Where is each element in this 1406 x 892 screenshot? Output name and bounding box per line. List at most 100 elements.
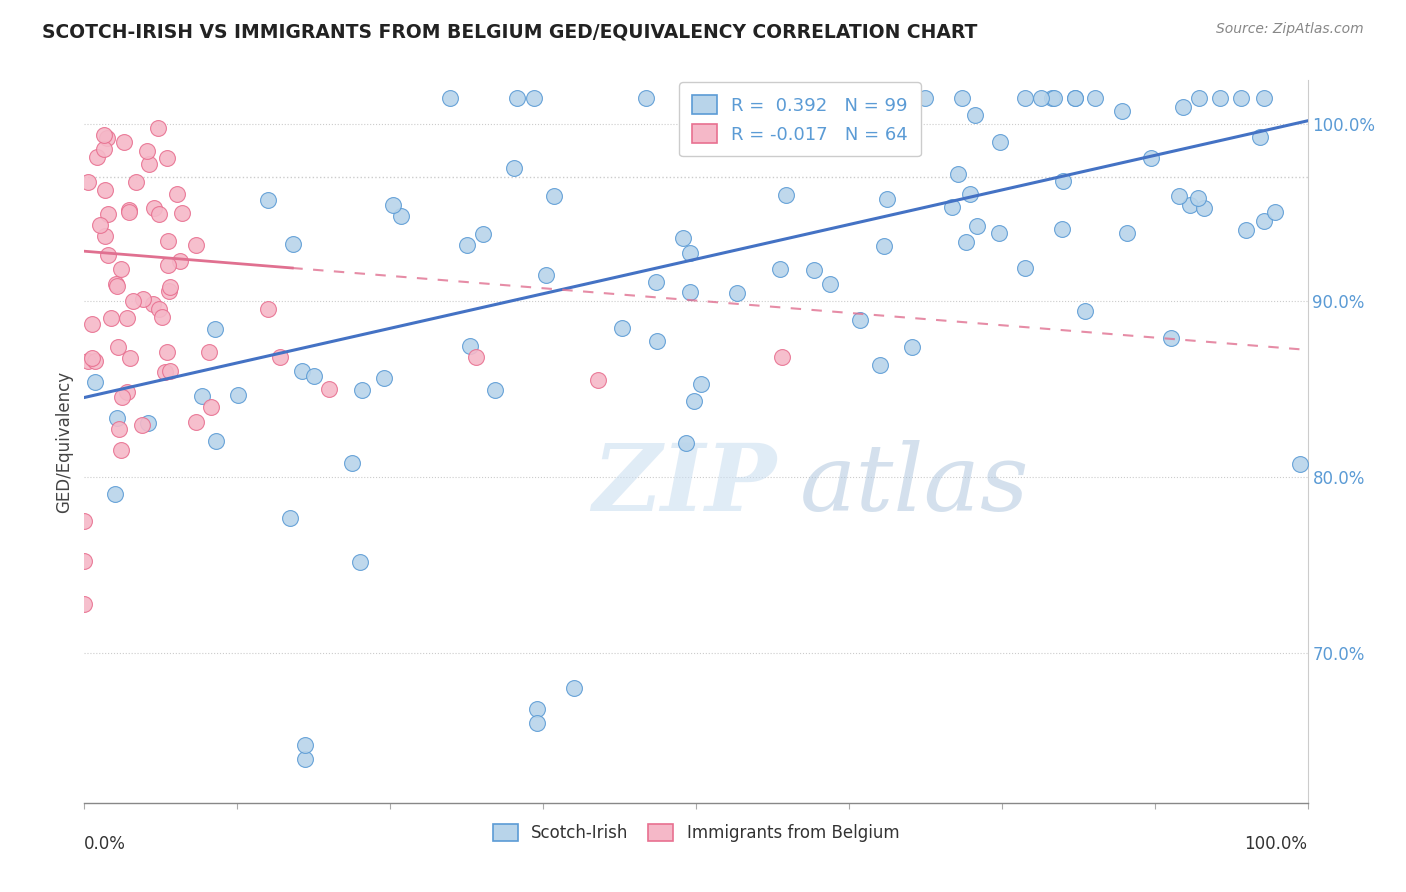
Point bbox=[340, 456, 363, 470]
Point bbox=[859, 91, 882, 105]
Point bbox=[278, 511, 301, 525]
Point bbox=[257, 302, 280, 317]
Legend: Scotch-Irish, Immigrants from Belgium: Scotch-Irish, Immigrants from Belgium bbox=[486, 817, 905, 848]
Point bbox=[1249, 129, 1271, 144]
Point bbox=[110, 262, 132, 277]
Point bbox=[122, 293, 145, 308]
Point bbox=[801, 118, 824, 132]
Point bbox=[803, 263, 825, 277]
Point bbox=[458, 339, 481, 353]
Point bbox=[872, 136, 894, 151]
Point bbox=[534, 268, 557, 282]
Point bbox=[679, 285, 702, 300]
Point bbox=[117, 202, 139, 217]
Point bbox=[1064, 91, 1087, 105]
Point bbox=[1253, 214, 1275, 228]
Point bbox=[132, 292, 155, 306]
Point bbox=[136, 145, 159, 159]
Point bbox=[112, 135, 135, 149]
Point bbox=[636, 91, 658, 105]
Point bbox=[1209, 91, 1232, 105]
Point bbox=[1043, 91, 1066, 105]
Point bbox=[471, 227, 494, 241]
Point bbox=[257, 193, 280, 207]
Point bbox=[131, 417, 153, 432]
Point bbox=[675, 436, 697, 450]
Point bbox=[946, 167, 969, 181]
Point bbox=[464, 350, 486, 364]
Point bbox=[955, 235, 977, 249]
Point bbox=[526, 716, 548, 731]
Point bbox=[966, 219, 988, 233]
Point bbox=[82, 317, 104, 331]
Point bbox=[169, 253, 191, 268]
Point bbox=[1140, 152, 1163, 166]
Point bbox=[1014, 91, 1036, 105]
Point bbox=[770, 350, 793, 364]
Point bbox=[84, 353, 107, 368]
Point bbox=[543, 188, 565, 202]
Point bbox=[159, 279, 181, 293]
Point bbox=[198, 344, 221, 359]
Point bbox=[526, 702, 548, 716]
Point bbox=[156, 258, 179, 272]
Point bbox=[1253, 91, 1275, 105]
Point bbox=[1052, 174, 1074, 188]
Point bbox=[645, 275, 668, 289]
Point bbox=[156, 151, 179, 165]
Point bbox=[1014, 261, 1036, 276]
Point bbox=[350, 383, 373, 397]
Point bbox=[1187, 191, 1209, 205]
Point bbox=[105, 279, 128, 293]
Point bbox=[93, 128, 115, 142]
Point bbox=[562, 681, 585, 696]
Point bbox=[1064, 91, 1087, 105]
Point bbox=[672, 230, 695, 244]
Point bbox=[775, 188, 797, 202]
Point bbox=[107, 422, 129, 436]
Point bbox=[389, 209, 412, 223]
Point bbox=[111, 390, 134, 404]
Point bbox=[1116, 226, 1139, 240]
Point bbox=[103, 486, 125, 500]
Point bbox=[1171, 100, 1194, 114]
Point bbox=[1168, 189, 1191, 203]
Point bbox=[190, 389, 212, 403]
Point bbox=[586, 373, 609, 387]
Point bbox=[118, 204, 141, 219]
Point bbox=[869, 358, 891, 372]
Point bbox=[96, 131, 118, 145]
Point bbox=[373, 371, 395, 385]
Point bbox=[200, 400, 222, 414]
Text: Source: ZipAtlas.com: Source: ZipAtlas.com bbox=[1216, 22, 1364, 37]
Text: atlas: atlas bbox=[800, 440, 1029, 530]
Point bbox=[645, 334, 668, 349]
Point bbox=[166, 187, 188, 202]
Text: ZIP: ZIP bbox=[592, 440, 776, 530]
Point bbox=[73, 514, 96, 528]
Point bbox=[204, 322, 226, 336]
Point bbox=[269, 350, 291, 364]
Point bbox=[717, 96, 740, 111]
Point bbox=[901, 340, 924, 354]
Point bbox=[503, 161, 526, 175]
Point bbox=[94, 229, 117, 244]
Point bbox=[142, 201, 165, 215]
Point bbox=[118, 351, 141, 366]
Point bbox=[107, 340, 129, 354]
Point bbox=[80, 351, 103, 365]
Point bbox=[77, 354, 100, 368]
Point bbox=[1029, 91, 1052, 105]
Point bbox=[484, 384, 506, 398]
Point bbox=[988, 226, 1011, 240]
Point bbox=[77, 175, 100, 189]
Point bbox=[294, 752, 316, 766]
Point bbox=[990, 136, 1012, 150]
Point bbox=[204, 434, 226, 448]
Point bbox=[1178, 198, 1201, 212]
Text: SCOTCH-IRISH VS IMMIGRANTS FROM BELGIUM GED/EQUIVALENCY CORRELATION CHART: SCOTCH-IRISH VS IMMIGRANTS FROM BELGIUM … bbox=[42, 22, 977, 41]
Point bbox=[159, 363, 181, 377]
Point bbox=[382, 198, 405, 212]
Point bbox=[1160, 330, 1182, 344]
Point bbox=[93, 142, 115, 156]
